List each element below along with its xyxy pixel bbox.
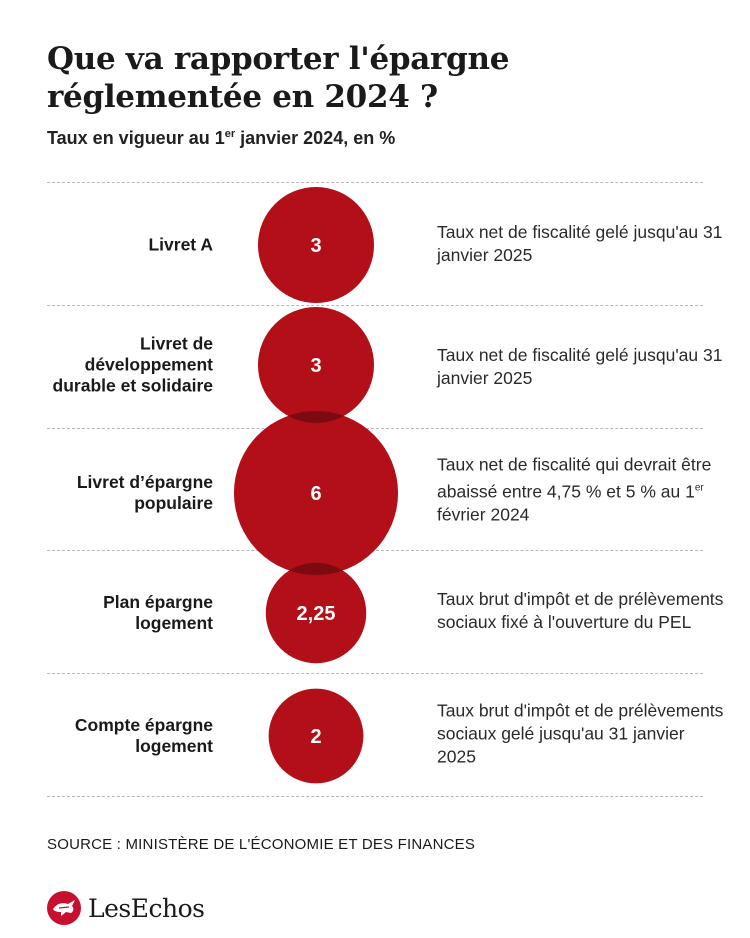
- row-separator: [47, 305, 703, 306]
- row-separator: [47, 428, 703, 429]
- row-separator: [47, 550, 703, 551]
- row-note-lep: Taux net de fiscalité qui devrait être a…: [437, 454, 712, 525]
- bubble-value-label-0: 3: [310, 235, 321, 257]
- bubble-value-label-1: 3: [310, 355, 321, 377]
- row-note-ldds: Taux net de fiscalité gelé jusqu'au 31 j…: [437, 345, 723, 388]
- row-note-cel: Taux brut d'impôt et de prélèvements soc…: [437, 700, 724, 767]
- row-label-lep: Livret d’épargne populaire: [76, 472, 213, 513]
- row-label-pel: Plan épargne logement: [103, 592, 213, 633]
- logo-wordmark: LesEchos: [88, 893, 205, 923]
- row-separator: [47, 182, 703, 183]
- row-separator: [47, 796, 703, 797]
- brand-logo: LesEchos: [47, 890, 205, 926]
- chart-title: Que va rapporter l'épargne réglementée e…: [47, 41, 510, 115]
- bubble-value-label-4: 2: [310, 726, 321, 748]
- source-note: SOURCE : MINISTÈRE DE L'ÉCONOMIE ET DES …: [47, 836, 476, 853]
- bubble-0: [257, 186, 375, 304]
- bubble-4: [268, 688, 364, 784]
- row-label-livret-a: Livret A: [148, 234, 213, 255]
- bubble-value-label-3: 2,25: [297, 603, 336, 625]
- chart-subtitle: Taux en vigueur au 1er janvier 2024, en …: [47, 128, 396, 148]
- bubble-3: [265, 562, 367, 664]
- row-separator: [47, 673, 703, 674]
- row-label-cel: Compte épargne logement: [74, 715, 213, 756]
- bubble-1: [257, 306, 375, 424]
- les-echos-logo-icon: [47, 891, 81, 925]
- row-label-ldds: Livret de développement durable et solid…: [52, 333, 213, 396]
- bubble-2: [233, 410, 399, 576]
- row-note-pel: Taux brut d'impôt et de prélèvements soc…: [437, 589, 724, 632]
- row-note-livret-a: Taux net de fiscalité gelé jusqu'au 31 j…: [437, 222, 723, 265]
- bubble-value-label-2: 6: [310, 483, 321, 505]
